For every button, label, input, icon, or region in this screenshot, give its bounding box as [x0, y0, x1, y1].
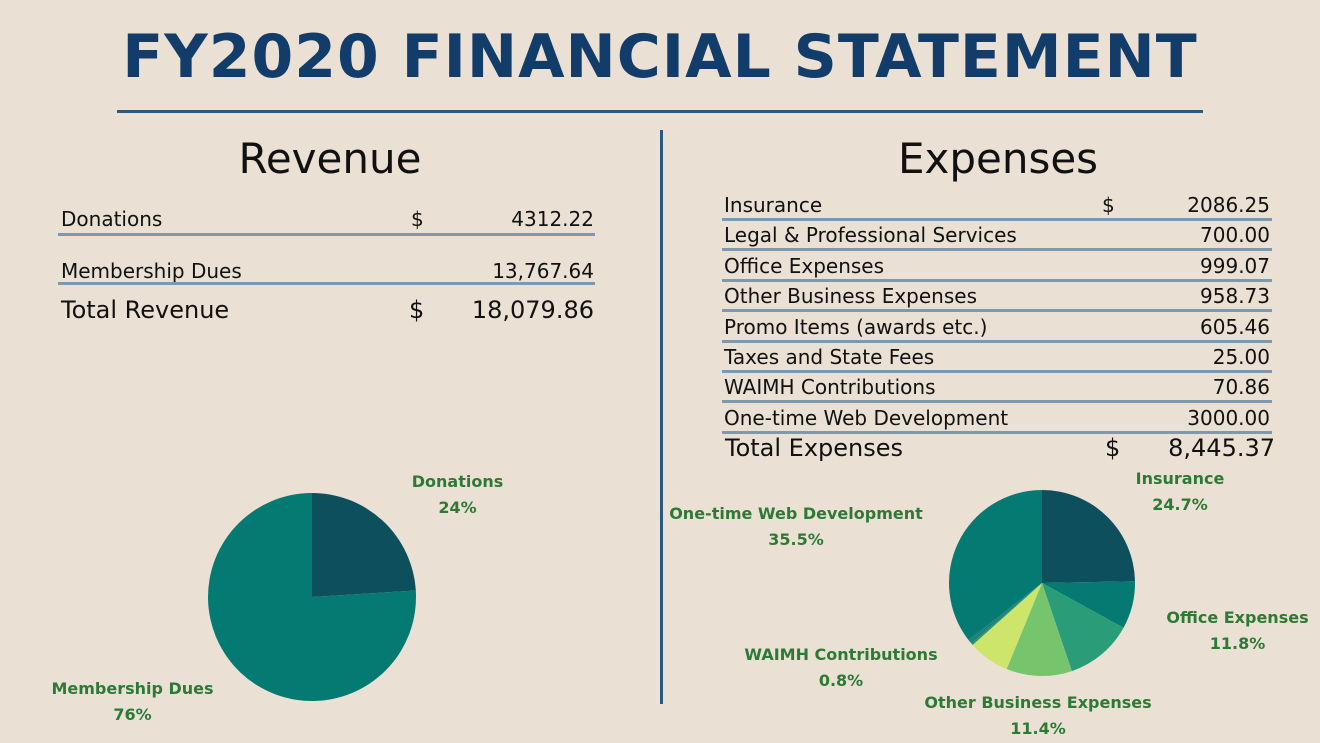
pie-slice-unlabeled-1 [1042, 581, 1136, 628]
slice-name: One-time Web Development [669, 504, 923, 523]
row-rule [722, 278, 1272, 282]
row-value: 25.00 [1212, 345, 1270, 369]
slice-percent: 11.8% [1209, 634, 1266, 653]
slice-name: Membership Dues [51, 679, 214, 698]
row-value: 13,767.64 [492, 259, 594, 283]
pie-slice-office-expenses [1042, 583, 1124, 672]
pie-label-web-development: One-time Web Development 35.5% [662, 501, 930, 553]
pie-slice-insurance [1042, 490, 1135, 583]
slice-name: Insurance [1135, 469, 1225, 488]
expenses-heading: Expenses [897, 134, 1099, 183]
row-rule [58, 282, 595, 285]
pie-slice-other-business-expenses [1006, 583, 1072, 676]
page-title: FY2020 FINANCIAL STATEMENT [122, 22, 1198, 92]
pie-slice-unlabeled-4 [972, 583, 1042, 670]
row-currency: $ [1102, 193, 1115, 217]
slice-percent: 35.5% [768, 530, 824, 549]
row-rule [722, 218, 1272, 221]
row-rule [722, 309, 1272, 313]
slice-name: WAIMH Contributions [744, 645, 938, 664]
pie-label-donations: Donations 24% [395, 469, 520, 521]
slice-percent: 76% [113, 705, 152, 724]
row-value: 700.00 [1200, 223, 1270, 248]
title-underline [117, 110, 1203, 113]
slice-percent: 0.8% [818, 671, 864, 690]
pie-slice-one-time-web-development [949, 489, 1042, 641]
slice-percent: 11.4% [1010, 719, 1066, 738]
row-label: Other Business Expenses [724, 284, 977, 309]
pie-label-membership-dues: Membership Dues 76% [45, 676, 220, 728]
total-currency: $ [1105, 434, 1121, 462]
pie-label-office-expenses: Office Expenses 11.8% [1160, 605, 1315, 657]
row-rule [58, 233, 595, 236]
row-rule [722, 339, 1272, 343]
row-label: WAIMH Contributions [724, 375, 936, 400]
slice-name: Other Business Expenses [924, 693, 1152, 712]
row-label: Insurance [724, 193, 823, 217]
row-value: 3000.00 [1187, 405, 1270, 430]
row-currency: $ [411, 207, 424, 231]
pie-label-insurance: Insurance 24.7% [1120, 466, 1240, 518]
row-label: Membership Dues [61, 259, 242, 283]
row-rule [722, 248, 1272, 252]
pie-slice-waimh-contributions [968, 583, 1042, 644]
row-value: 605.46 [1200, 314, 1270, 339]
row-value: 2086.25 [1187, 193, 1270, 217]
total-value: 8,445.37 [1168, 434, 1275, 462]
row-label: Legal & Professional Services [724, 223, 1017, 248]
slice-name: Donations [411, 472, 504, 491]
pie-slice-donations [312, 493, 416, 597]
row-value: 4312.22 [511, 207, 594, 231]
center-divider [660, 130, 663, 704]
pie-label-waimh-contributions: WAIMH Contributions 0.8% [735, 642, 947, 694]
row-rule [722, 370, 1272, 373]
slice-name: Office Expenses [1166, 608, 1309, 627]
total-currency: $ [409, 296, 425, 324]
pie-label-other-business-expenses: Other Business Expenses 11.4% [918, 690, 1158, 742]
pie-slice-unlabeled-5 [971, 583, 1042, 645]
row-label: Donations [61, 207, 163, 231]
slice-percent: 24.7% [1152, 495, 1208, 514]
total-value: 18,079.86 [471, 296, 594, 324]
total-label: Total Revenue [61, 296, 230, 324]
pie-slice-membership-dues [208, 493, 416, 701]
row-rule [722, 400, 1272, 404]
revenue-heading: Revenue [238, 134, 422, 183]
row-value: 958.73 [1200, 284, 1270, 309]
slice-percent: 24% [438, 498, 477, 517]
total-label: Total Expenses [725, 434, 904, 462]
row-rule [722, 430, 1272, 434]
row-label: Promo Items (awards etc.) [724, 314, 988, 339]
row-value: 70.86 [1212, 375, 1270, 400]
row-value: 999.07 [1200, 253, 1270, 278]
row-label: Taxes and State Fees [724, 345, 935, 369]
row-label: Office Expenses [724, 253, 885, 278]
row-label: One-time Web Development [724, 405, 1009, 430]
